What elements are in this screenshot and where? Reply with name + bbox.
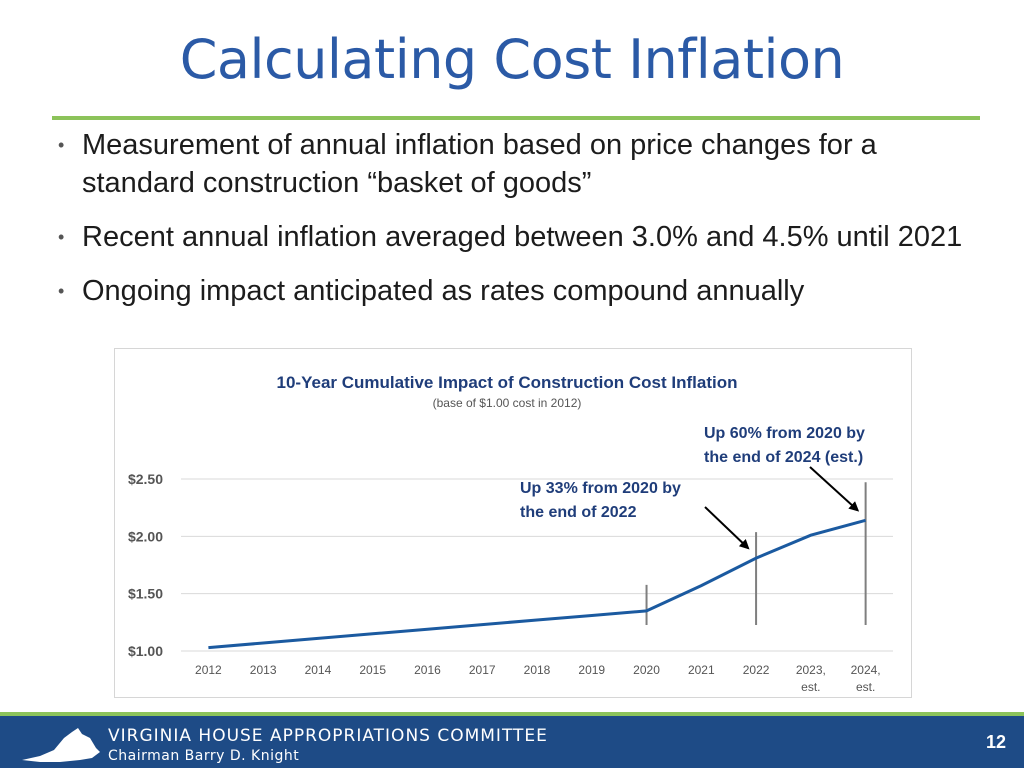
y-tick-label: $2.50 xyxy=(128,471,163,487)
annotation-label: Up 33% from 2020 by the end of 2022 xyxy=(520,480,681,521)
cost-inflation-chart: 10-Year Cumulative Impact of Constructio… xyxy=(128,373,893,694)
x-axis-ticks: 2012 2013 2014 2015 2016 2017 2018 2019 2020 2021… xyxy=(195,663,881,694)
chart-subtitle: (base of $1.00 cost in 2012) xyxy=(433,396,582,410)
bullet-text: Recent annual inflation averaged between… xyxy=(82,221,963,253)
x-tick-label: 2012 xyxy=(195,663,222,677)
year-markers xyxy=(645,482,867,625)
bullet-text: Ongoing impact anticipated as rates comp… xyxy=(82,275,805,307)
footer-bar: VIRGINIA HOUSE APPROPRIATIONS COMMITTEE … xyxy=(0,712,1024,768)
footer-chairman: Chairman Barry D. Knight xyxy=(108,748,300,764)
y-tick-label: $1.00 xyxy=(128,643,163,659)
x-tick-label: 2015 xyxy=(359,663,386,677)
x-tick-label: 2019 xyxy=(578,663,605,677)
y-tick-label: $1.50 xyxy=(128,586,163,602)
grid-layer xyxy=(181,478,893,652)
bullet-item: • Ongoing impact anticipated as rates co… xyxy=(56,272,986,310)
annotation-arrow xyxy=(704,506,750,550)
annotation-label: Up 60% from 2020 by the end of 2024 (est.… xyxy=(704,425,865,466)
x-tick-label: 2014 xyxy=(305,663,332,677)
bullet-dot-icon: • xyxy=(58,227,65,247)
bullet-dot-icon: • xyxy=(58,135,65,155)
x-tick-label: 2013 xyxy=(250,663,277,677)
x-tick-label: 2017 xyxy=(469,663,496,677)
x-tick-label: 2022 xyxy=(743,663,770,677)
series-line xyxy=(208,518,866,650)
virginia-state-logo-icon xyxy=(22,728,100,762)
bullet-list: • Measurement of annual inflation based … xyxy=(56,126,986,310)
x-tick-label: 2021 xyxy=(688,663,715,677)
bullet-item: • Measurement of annual inflation based … xyxy=(56,126,986,202)
slide-title: Calculating Cost Inflation xyxy=(179,28,845,91)
x-tick-label: 2024, est. xyxy=(851,663,881,694)
x-tick-label: 2016 xyxy=(414,663,441,677)
chart-title: 10-Year Cumulative Impact of Constructio… xyxy=(277,373,738,392)
y-axis-ticks: $1.00 $1.50 $2.00 $2.50 xyxy=(128,471,163,659)
y-tick-label: $2.00 xyxy=(128,528,163,544)
bullet-dot-icon: • xyxy=(58,281,65,301)
x-tick-label: 2023, est. xyxy=(796,663,826,694)
bullet-text: Measurement of annual inflation based on… xyxy=(82,129,877,199)
title-divider xyxy=(52,116,980,120)
annotation-arrow xyxy=(809,466,860,512)
bullet-item: • Recent annual inflation averaged betwe… xyxy=(56,218,986,256)
x-tick-label: 2018 xyxy=(524,663,551,677)
footer-organization: VIRGINIA HOUSE APPROPRIATIONS COMMITTEE xyxy=(108,726,548,746)
page-number: 12 xyxy=(985,732,1006,752)
x-tick-label: 2020 xyxy=(633,663,660,677)
annotations: Up 33% from 2020 by the end of 2022 Up 60%… xyxy=(520,425,865,550)
chart-panel: 10-Year Cumulative Impact of Constructio… xyxy=(114,348,912,698)
